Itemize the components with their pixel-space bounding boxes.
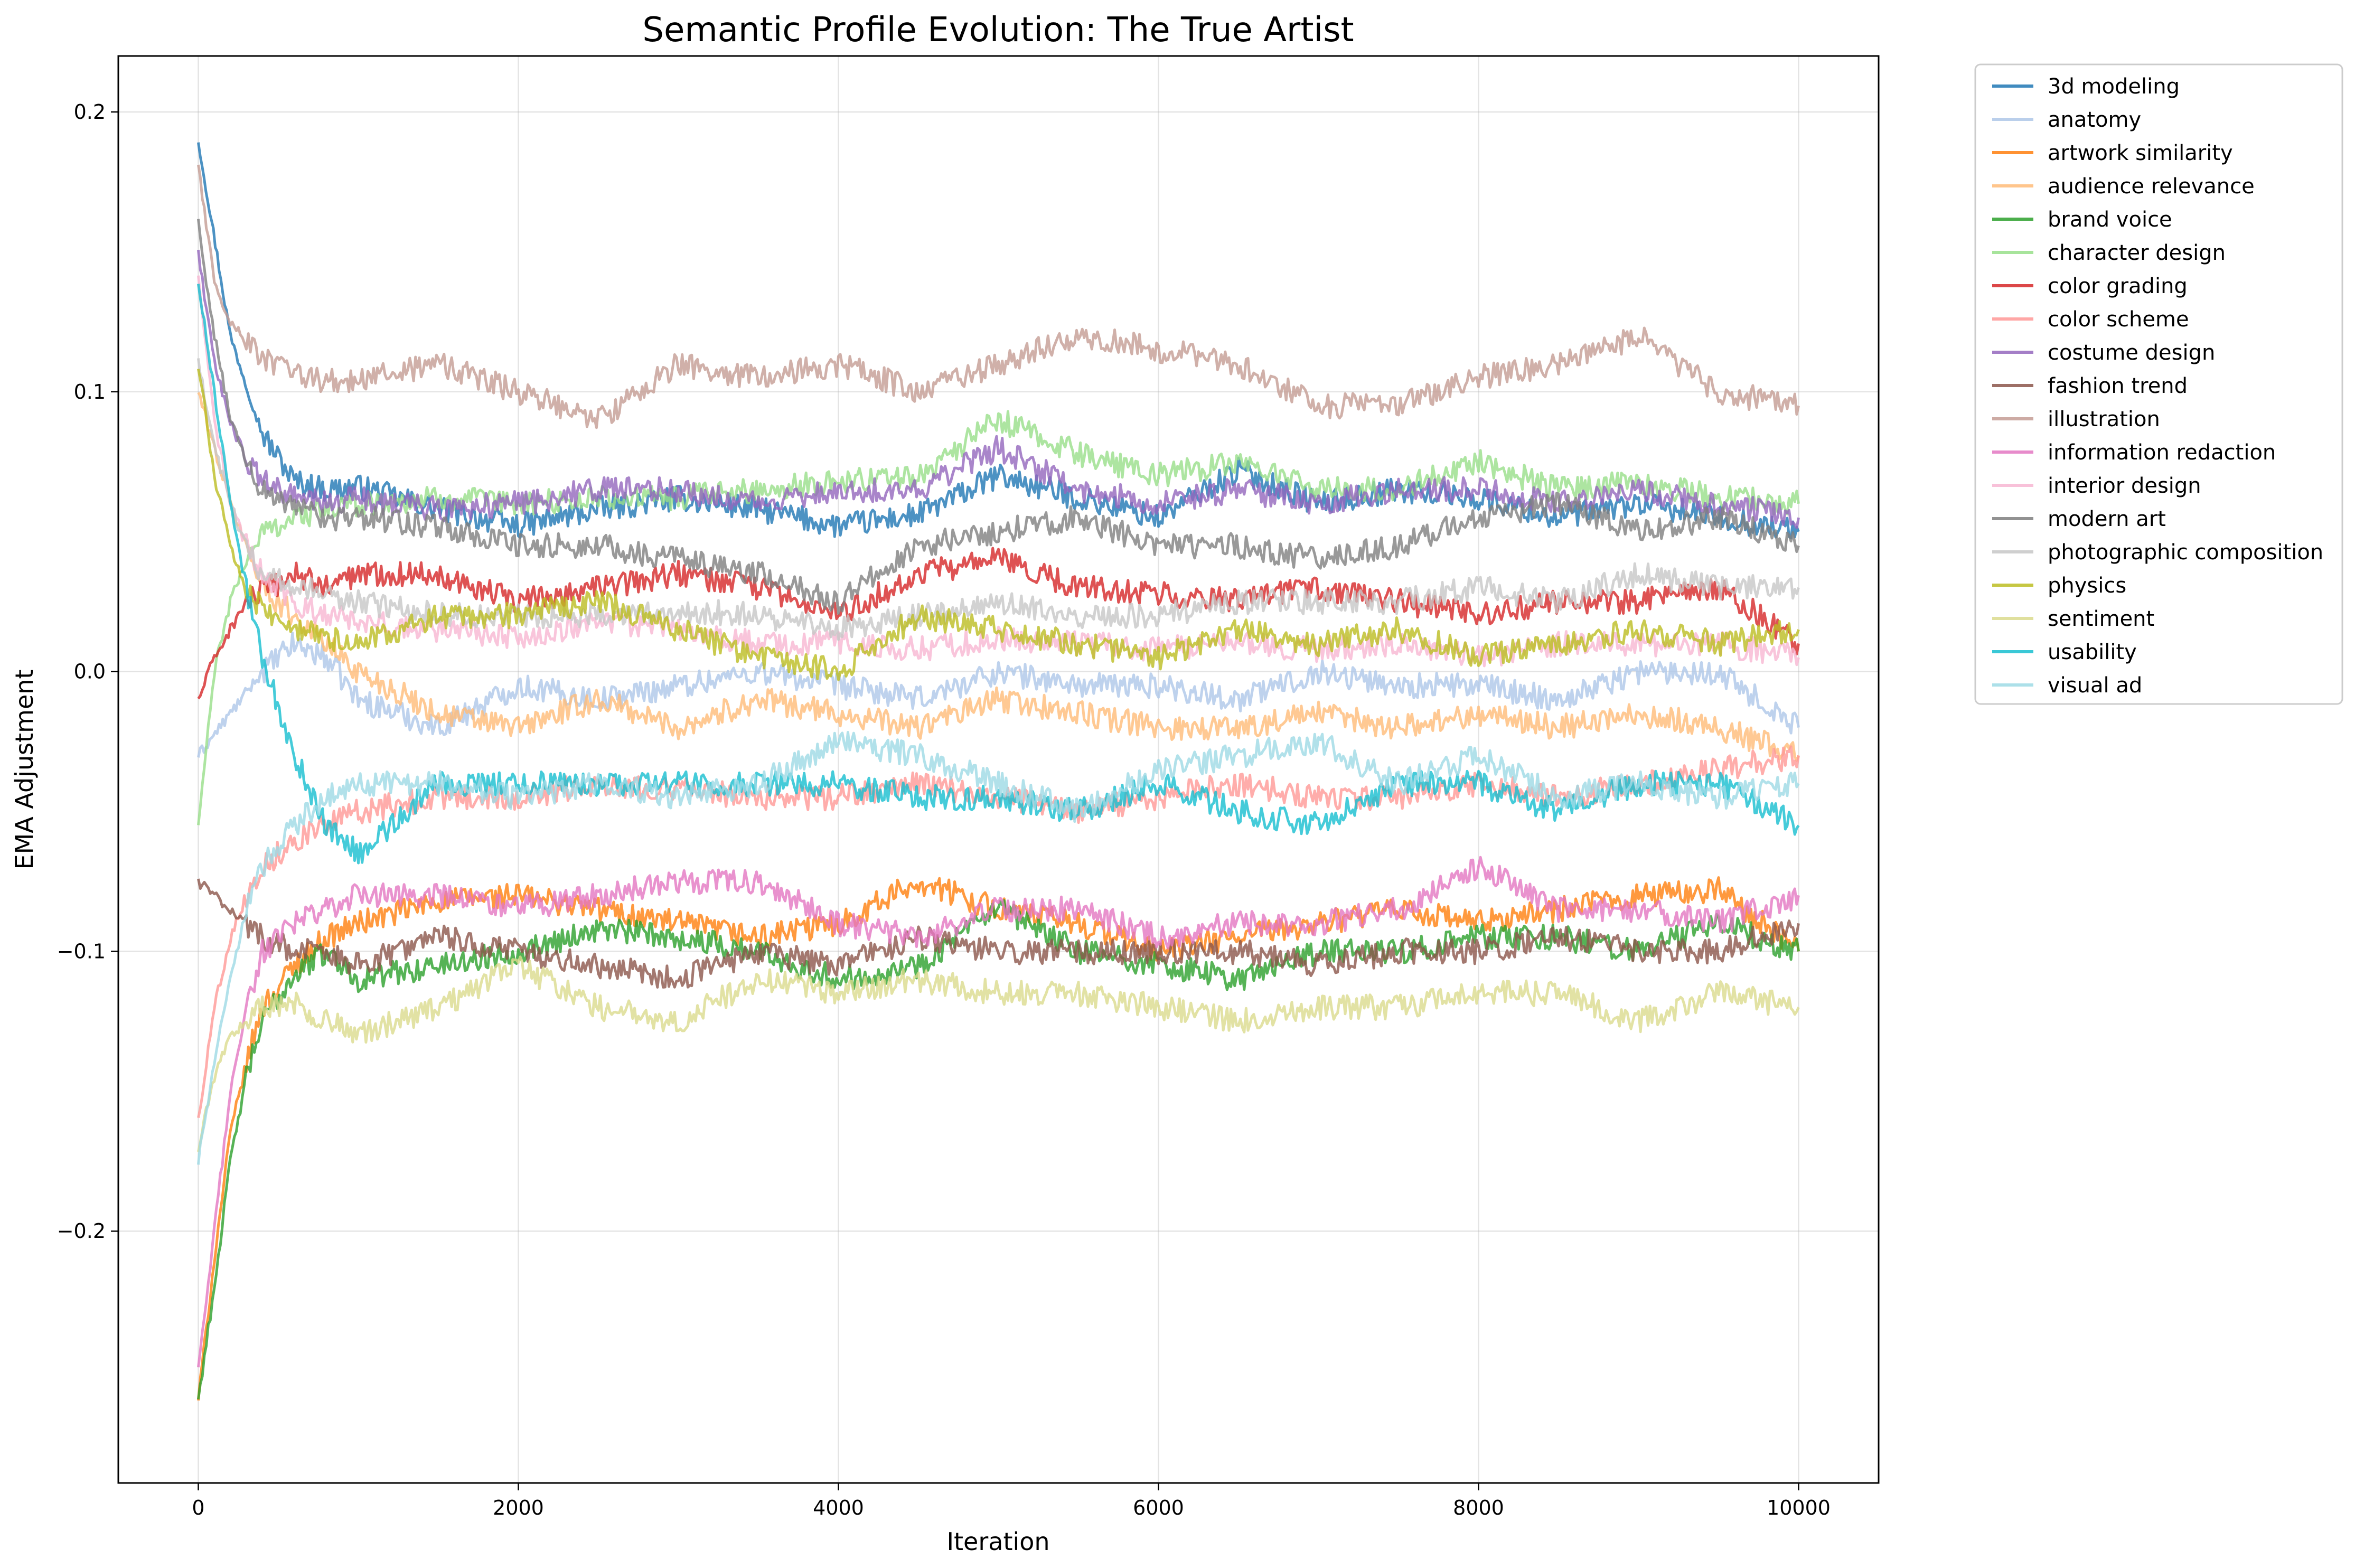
legend-label-information-redaction: information redaction [2048,440,2276,465]
legend-label-artwork-similarity: artwork similarity [2048,141,2233,165]
y-axis-ticks: −0.2 −0.1 0.0 0.1 0.2 [57,100,118,1243]
y-tick-label: 0.0 [74,660,106,683]
legend-label-color-grading: color grading [2048,274,2188,298]
x-tick-label: 10000 [1767,1496,1831,1519]
series-line-visual-ad [197,731,1800,1165]
series-line-character-design [197,410,1800,825]
y-tick-label: 0.2 [74,100,106,124]
series-line-usability [197,284,1800,865]
series-line-anatomy [197,632,1800,758]
legend-label-character-design: character design [2048,241,2226,265]
legend-label-illustration: illustration [2048,407,2160,431]
plot-area-frame [117,55,1880,1484]
series-line-color-grading [197,547,1800,700]
legend-label-brand-voice: brand voice [2048,208,2172,232]
x-axis-ticks: 0 2000 4000 6000 8000 10000 [192,1483,1831,1519]
y-tick-label: 0.1 [74,380,106,403]
legend-label-3d-modeling: 3d modeling [2048,74,2180,99]
legend-label-visual-ad: visual ad [2048,673,2142,698]
legend-label-color-scheme: color scheme [2048,307,2189,332]
legend: 3d modeling anatomy artwork similarity audi… [1974,63,2343,705]
legend-label-sentiment: sentiment [2048,607,2154,631]
legend-label-audience-relevance: audience relevance [2048,174,2255,199]
legend-label-modern-art: modern art [2048,507,2166,531]
x-tick-label: 2000 [493,1496,544,1519]
series-line-illustration [197,164,1800,429]
plot-series [197,142,1800,1401]
legend-frame [1974,63,2343,705]
series-line-information-redaction [197,856,1800,1368]
x-tick-label: 8000 [1453,1496,1504,1519]
legend-label-photographic-composition: photographic composition [2048,540,2323,565]
series-line-physics [197,369,1800,681]
legend-label-physics: physics [2048,574,2126,598]
y-axis-label: EMA Adjustment [10,670,39,870]
series-line-fashion-trend [197,878,1800,989]
legend-label-interior-design: interior design [2048,474,2201,498]
chart-title: Semantic Profile Evolution: The True Art… [642,11,1354,50]
grid [118,56,1879,1483]
series-line-photographic-composition [197,358,1800,641]
legend-label-costume-design: costume design [2048,341,2215,365]
x-tick-label: 4000 [813,1496,864,1519]
series-line-modern-art [197,219,1800,615]
legend-label-anatomy: anatomy [2048,108,2141,132]
x-axis-label: Iteration [946,1527,1049,1556]
series-line-sentiment [197,955,1800,1152]
x-tick-label: 6000 [1133,1496,1184,1519]
series-line-brand-voice [197,899,1800,1400]
x-tick-label: 0 [192,1496,204,1519]
y-tick-label: −0.1 [57,940,106,963]
y-tick-label: −0.2 [57,1219,106,1243]
legend-label-usability: usability [2048,640,2137,664]
series-line-audience-relevance [197,392,1800,762]
legend-label-fashion-trend: fashion trend [2048,374,2188,398]
series-line-artwork-similarity [197,876,1800,1401]
